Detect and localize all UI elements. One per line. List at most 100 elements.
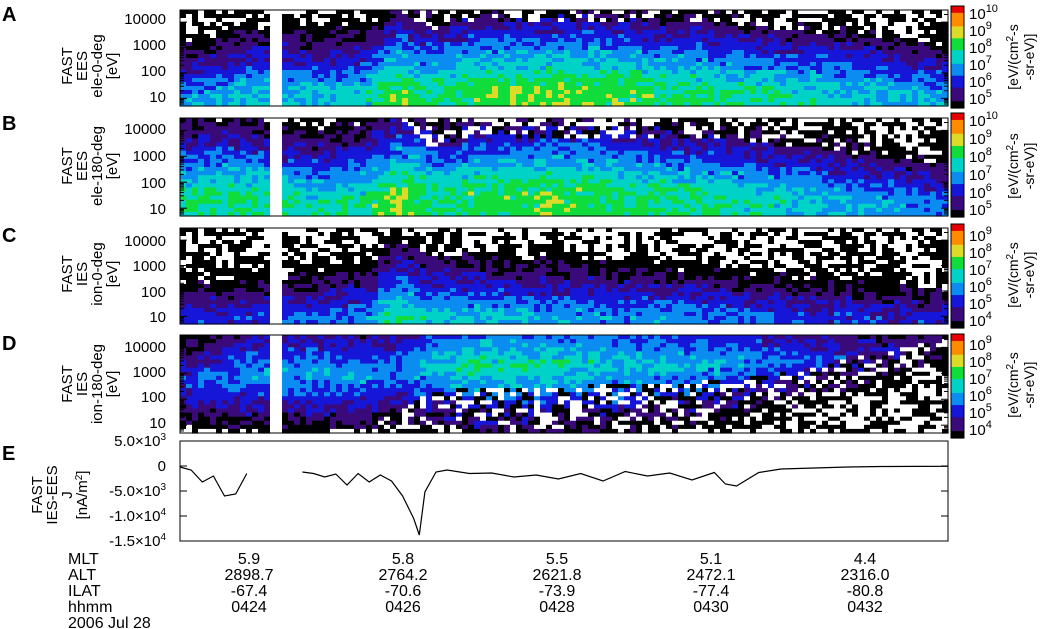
spectrogram-cell	[342, 78, 349, 83]
spectrogram-cell	[282, 138, 289, 144]
spectrogram-cell	[942, 14, 949, 19]
spectrogram-cell	[480, 130, 487, 135]
spectrogram-cell	[918, 10, 925, 15]
spectrogram-cell	[348, 203, 355, 209]
spectrogram-cell	[534, 62, 541, 67]
spectrogram-cell	[498, 38, 505, 43]
spectrogram-cell	[744, 54, 751, 59]
spectrogram-cell	[840, 78, 847, 83]
spectrogram-cell	[786, 22, 793, 27]
spectrogram-cell	[228, 118, 235, 123]
spectrogram-cell	[528, 34, 535, 39]
spectrogram-cell	[234, 58, 241, 63]
spectrogram-cell	[348, 154, 355, 160]
spectrogram-cell	[282, 150, 289, 156]
spectrogram-cell	[624, 78, 631, 83]
spectrogram-cell	[558, 102, 565, 107]
spectrogram-cell	[654, 50, 661, 55]
spectrogram-cell	[420, 191, 427, 197]
spectrogram-cell	[900, 26, 907, 31]
spectrogram-cell	[342, 10, 349, 15]
spectrogram-cell	[492, 82, 499, 87]
spectrogram-cell	[456, 175, 463, 180]
spectrogram-cell	[522, 162, 529, 168]
spectrogram-cell	[264, 14, 271, 19]
spectrogram-cell	[588, 199, 595, 205]
spectrogram-cell	[708, 30, 715, 35]
spectrogram-cell	[918, 90, 925, 95]
spectrogram-cell	[384, 26, 391, 31]
spectrogram-cell	[582, 26, 589, 31]
spectrogram-cell	[750, 58, 757, 63]
spectrogram-cell	[384, 142, 391, 148]
spectrogram-cell	[558, 183, 565, 189]
spectrogram-cell	[348, 150, 355, 156]
spectrogram-cell	[456, 134, 463, 140]
spectrogram-cell	[210, 46, 217, 51]
spectrogram-cell	[738, 58, 745, 63]
spectrogram-cell	[570, 54, 577, 59]
spectrogram-cell	[252, 66, 259, 71]
colorbar-swatch	[951, 6, 964, 9]
spectrogram-cell	[378, 102, 385, 107]
spectrogram-cell	[420, 158, 427, 164]
spectrogram-cell	[588, 203, 595, 209]
spectrogram-cell	[762, 46, 769, 51]
spectrogram-cell	[612, 38, 619, 43]
spectrogram-cell	[690, 34, 697, 39]
spectrogram-cell	[546, 171, 553, 176]
spectrogram-cell	[438, 199, 445, 205]
spectrogram-cell	[336, 142, 343, 148]
spectrogram-cell	[378, 138, 385, 144]
spectrogram-cell	[522, 130, 529, 135]
spectrogram-cell	[342, 70, 349, 75]
spectrogram-cell	[348, 158, 355, 164]
spectrogram-cell	[270, 82, 277, 87]
spectrogram-cell	[450, 74, 457, 79]
spectrogram-cell	[522, 154, 529, 160]
spectrogram-cell	[402, 70, 409, 75]
spectrogram-cell	[714, 42, 721, 47]
spectrogram-cell	[912, 82, 919, 87]
spectrogram-cell	[876, 38, 883, 43]
spectrogram-cell	[552, 66, 559, 71]
spectrogram-cell	[306, 162, 313, 168]
spectrogram-cell	[720, 34, 727, 39]
spectrogram-cell	[192, 183, 199, 189]
spectrogram-cell	[720, 94, 727, 99]
spectrogram-cell	[684, 22, 691, 27]
spectrogram-cell	[612, 26, 619, 31]
spectrogram-cell	[384, 30, 391, 35]
spectrogram-cell	[516, 38, 523, 43]
spectrogram-cell	[252, 14, 259, 19]
spectrogram-cell	[888, 54, 895, 59]
spectrogram-cell	[834, 74, 841, 79]
spectrogram-cell	[918, 14, 925, 19]
spectrogram-cell	[366, 162, 373, 168]
spectrogram-cell	[258, 167, 265, 172]
spectrogram-cell	[228, 171, 235, 176]
spectrogram-cell	[228, 207, 235, 213]
spectrogram-cell	[570, 10, 577, 15]
spectrogram-cell	[360, 162, 367, 168]
spectrogram-cell	[594, 34, 601, 39]
spectrogram-cell	[558, 18, 565, 23]
spectrogram-cell	[588, 175, 595, 180]
spectrogram-cell	[276, 126, 283, 131]
spectrogram-cell	[372, 207, 379, 213]
spectrogram-cell	[504, 58, 511, 63]
spectrogram-cell	[210, 22, 217, 27]
spectrogram-cell	[666, 66, 673, 71]
spectrogram-cell	[456, 62, 463, 67]
spectrogram-cell	[588, 130, 595, 135]
spectrogram-cell	[330, 171, 337, 176]
spectrogram-cell	[816, 98, 823, 103]
spectrogram-cell	[546, 30, 553, 35]
panel-letter: A	[2, 4, 16, 26]
spectrogram-cell	[468, 126, 475, 131]
spectrogram-cell	[384, 175, 391, 180]
spectrogram-cell	[360, 203, 367, 209]
spectrogram-cell	[930, 22, 937, 27]
spectrogram-cell	[342, 118, 349, 123]
spectrogram-cell	[936, 26, 943, 31]
